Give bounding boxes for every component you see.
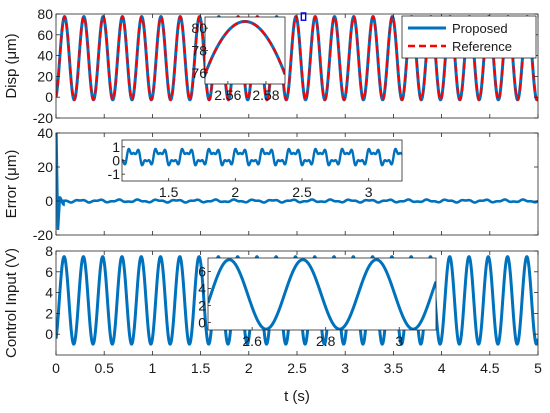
inset-y-tick-label: 0 xyxy=(112,153,120,169)
y-tick-label: 40 xyxy=(37,48,53,64)
y-tick-label: 80 xyxy=(37,6,53,22)
series-reference-line xyxy=(56,15,538,101)
y-tick-label: 8 xyxy=(45,243,53,259)
inset-control-line xyxy=(208,258,436,330)
x-tick-label: 3.5 xyxy=(384,360,404,376)
x-tick-label: 2 xyxy=(245,360,253,376)
x-tick-label: 4.5 xyxy=(480,360,500,376)
disp-inset: 76 78 80 2.56 2.58 xyxy=(191,16,286,103)
x-tick-label: 0 xyxy=(52,360,60,376)
inset-x-tick-label: 2.6 xyxy=(242,333,262,349)
y-tick-label: 0 xyxy=(45,193,53,209)
y-tick-label: -20 xyxy=(33,110,53,126)
inset-y-tick-label: 2 xyxy=(198,297,206,313)
inset-x-tick-label: 3 xyxy=(395,333,403,349)
legend-label-proposed: Proposed xyxy=(452,21,508,36)
inset-reference-line xyxy=(205,20,285,75)
series-error-line xyxy=(56,133,538,230)
y-tick-label: 60 xyxy=(37,27,53,43)
inset-x-tick-label: 3 xyxy=(365,184,373,200)
inset-y-tick-label: 6 xyxy=(198,264,206,280)
y-tick-label: 0 xyxy=(45,326,53,342)
inset-x-tick-label: 2.56 xyxy=(214,87,241,103)
disp-panel: -20 0 20 40 60 80 Disp (μm) 76 78 80 2.56 2.58 Propo… xyxy=(3,6,539,126)
inset-x-tick-label: 2.8 xyxy=(316,333,336,349)
inset-error-line xyxy=(122,147,402,167)
y-tick-label: -20 xyxy=(33,227,53,243)
legend-label-reference: Reference xyxy=(452,39,512,54)
inset-y-tick-label: 1 xyxy=(112,139,120,155)
inset-frame xyxy=(207,257,437,331)
y-tick-label: 20 xyxy=(37,68,53,84)
inset-x-tick-label: 1.5 xyxy=(159,184,179,200)
inset-x-tick-label: 2.5 xyxy=(292,184,312,200)
inset-y-tick-label: 76 xyxy=(191,65,207,81)
x-tick-label: 3 xyxy=(341,360,349,376)
x-tick-label: 1.5 xyxy=(191,360,211,376)
y-tick-label: 20 xyxy=(37,159,53,175)
y-tick-label: 4 xyxy=(45,285,53,301)
legend: Proposed Reference xyxy=(401,15,537,59)
inset-y-tick-label: 78 xyxy=(191,43,207,59)
y-tick-label: 6 xyxy=(45,264,53,280)
error-inset: -101 1.5 2 2.5 3 xyxy=(108,139,403,200)
y-axis-label: Error (μm) xyxy=(3,150,20,219)
x-tick-label: 0.5 xyxy=(94,360,114,376)
x-tick-label: 5 xyxy=(534,360,542,376)
y-tick-label: 0 xyxy=(45,89,53,105)
inset-y-tick-label: 4 xyxy=(198,280,206,296)
x-tick-label: 4 xyxy=(438,360,446,376)
inset-x-tick-label: 2.58 xyxy=(252,87,279,103)
inset-background xyxy=(122,140,402,181)
zoom-window-marker xyxy=(300,12,307,21)
x-tick-label: 1 xyxy=(149,360,157,376)
inset-background xyxy=(205,17,285,84)
inset-y-tick-label: 80 xyxy=(191,20,207,36)
y-axis-label: Disp (μm) xyxy=(3,33,20,98)
y-tick-label: 40 xyxy=(37,125,53,141)
y-tick-label: 2 xyxy=(45,305,53,321)
inset-x-tick-label: 2 xyxy=(231,184,239,200)
y-axis-label: Control Input (V) xyxy=(3,248,20,358)
x-axis-label: t (s) xyxy=(284,388,310,405)
inset-y-tick-label: -1 xyxy=(108,166,121,182)
legend-box xyxy=(401,15,537,59)
x-tick-label: 2.5 xyxy=(287,360,307,376)
inset-y-tick-label: 0 xyxy=(198,314,206,330)
